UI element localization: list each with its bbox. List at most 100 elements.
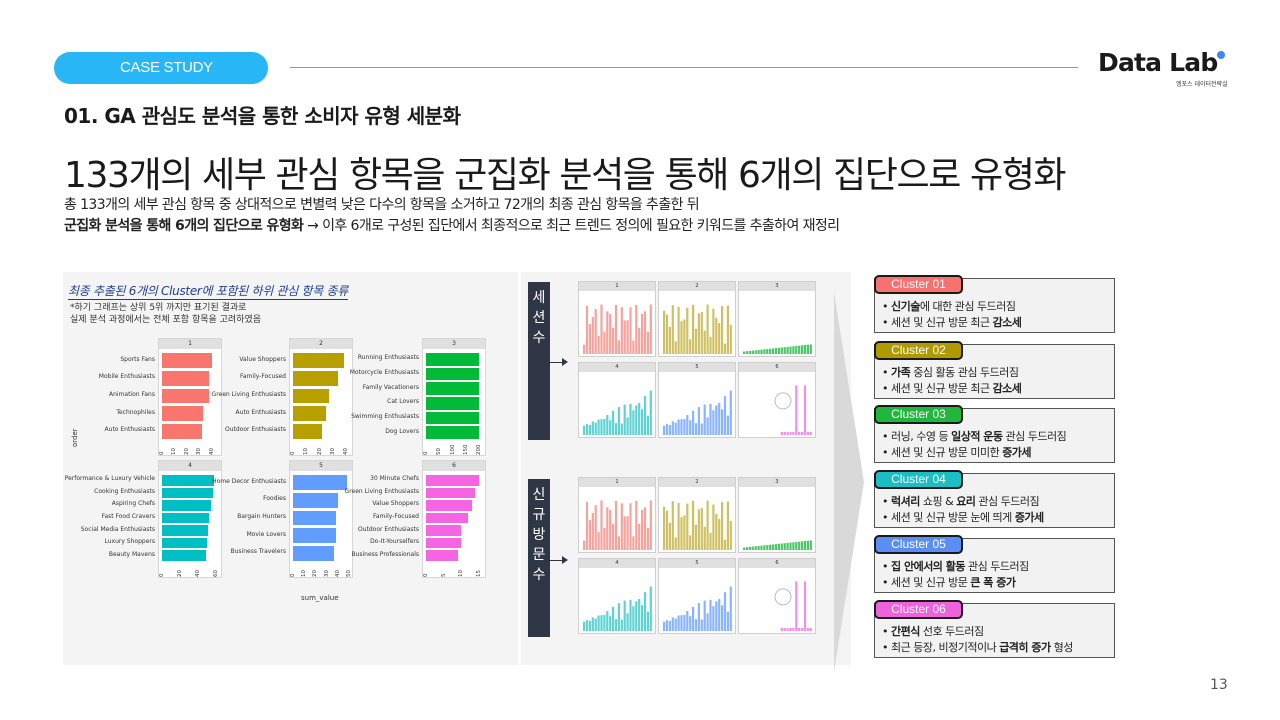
mini-strip-label: 1 [579, 282, 655, 291]
mini-strip-label: 6 [739, 363, 815, 372]
facet-category-label: Bargain Hunters [237, 513, 286, 520]
facet-category-label: Home Decor Enthusiasts [212, 477, 286, 485]
facet-tick-label: 0 [290, 451, 296, 456]
cluster-bullet: • 세션 및 신규 방문 최근 감소세 [882, 382, 1022, 395]
cluster-bullet: • 럭셔리 쇼핑 & 요리 관심 두드러짐 [882, 495, 1040, 508]
cluster-tag: Cluster 03 [874, 405, 963, 424]
facet-bar [426, 426, 480, 439]
mini-bars [663, 304, 732, 354]
facet-tick-label: 20 [183, 448, 190, 455]
cluster-tag: Cluster 01 [874, 275, 963, 294]
facet-category-label: Green Living Enthusiasts [344, 487, 419, 495]
facet-tick-label: 0 [159, 573, 165, 578]
facet-category-label: Animation Fans [108, 391, 155, 398]
new-visitors-arrowhead-icon [562, 556, 568, 564]
facet-tick-label: 10 [458, 570, 464, 577]
facet-category-label: Movie Lovers [246, 530, 286, 538]
facet-category-label: Foodies [263, 495, 286, 503]
facet-bar [162, 512, 209, 524]
facet-category-label: Dog Lovers [385, 427, 419, 435]
facet-category-label: Auto Enthusiasts [235, 408, 286, 416]
facet-tick-label: 40 [208, 448, 215, 455]
facet-tick-label: 30 [330, 448, 336, 455]
facet-bar [426, 550, 458, 562]
facet-category-label: Value Shoppers [372, 500, 419, 508]
mini-bars [743, 344, 812, 354]
facet-tick-label: 30 [323, 570, 330, 577]
facet-category-label: Business Travelers [230, 548, 287, 556]
cluster-bullet: • 세션 및 신규 방문 큰 폭 증가 [882, 576, 1016, 589]
facet-4: 4 0 20 40 60 [158, 460, 222, 578]
facet-category-label: Motorcycle Enthusiasts [349, 369, 419, 376]
cluster-bullet: • 러닝, 수영 등 일상적 운동 관심 두드러짐 [882, 430, 1067, 443]
cluster-tag: Cluster 05 [874, 535, 963, 554]
facet-bar [293, 545, 335, 561]
facet-strip-label: 6 [423, 461, 485, 471]
mini-strip-label: 1 [579, 478, 655, 487]
facet-tick-label: 50 [436, 448, 443, 455]
facet-bar [293, 528, 336, 544]
facet-category-label: Family Vacationers [362, 383, 419, 391]
facet-bar [293, 510, 336, 526]
facet-3: 3 0 50 100 150 200 [422, 338, 486, 456]
facet-category-label: Cat Lovers [387, 398, 419, 406]
mini-bars [583, 586, 652, 631]
mini-strip-label: 2 [659, 478, 735, 487]
left-panel-title: 최종 추출된 6개의 Cluster에 포함된 하위 관심 항목 종류 [68, 284, 349, 300]
mini-strip-label: 2 [659, 282, 735, 291]
note-line-1: *하기 그래프는 상위 5위 까지만 표기된 결과로 [70, 303, 247, 313]
facet-category-label: Swimming Enthusiasts [351, 413, 419, 420]
new-visitors-label: 신규방문 수 [528, 479, 550, 637]
facet-strip-label: 1 [159, 339, 221, 349]
facet-category-label: Green Living Enthusiasts [211, 391, 286, 398]
mini-strip-label: 6 [739, 559, 815, 568]
cluster-bullet: • 세션 및 신규 방문 눈에 띄게 증가세 [882, 511, 1044, 524]
facet-category-label: Aspiring Chefs [111, 500, 155, 508]
facet-tick-label: 10 [303, 448, 310, 455]
description-line-1: 총 133개의 세부 관심 항목 중 상대적으로 변별력 낮은 다수의 항목을 … [64, 197, 700, 213]
datalab-logo: Data Lab 엠포스 데이터전략실 [1098, 48, 1233, 96]
trend-mini-chart: 4 [578, 558, 656, 634]
mini-bars [583, 390, 652, 435]
facet-category-label: Cooking Enthusiasts [94, 487, 155, 495]
facet-tick-label: 60 [213, 570, 220, 577]
facet-bar [162, 406, 204, 422]
facet-category-label: Performance & Luxury Vehicle [64, 475, 155, 483]
facet-tick-label: 30 [196, 448, 203, 455]
facet-category-label: 30 Minute Chefs [370, 475, 419, 483]
facet-tick-label: 0 [423, 573, 429, 578]
facet-bar [426, 411, 480, 425]
facet-bar [293, 353, 344, 369]
trend-mini-chart: 1 [578, 477, 656, 553]
mini-bars [774, 385, 812, 435]
facet-category-label: Do-It-Yourselfers [370, 538, 419, 546]
facet-bar [293, 370, 339, 386]
facet-category-label: Technophiles [116, 408, 155, 416]
facet-tick-label: 20 [177, 570, 184, 577]
mini-strip-label: 3 [739, 478, 815, 487]
facet-tick-label: 10 [301, 570, 308, 577]
left-panel-note: *하기 그래프는 상위 5위 까지만 표기된 결과로 실제 분석 과정에서는 전… [70, 302, 261, 326]
facet-bar [293, 423, 323, 439]
logo-dot-icon [1217, 51, 1225, 59]
description-bold: 군집화 분석을 통해 6개의 집단으로 유형화 [64, 218, 304, 234]
mini-bars [583, 500, 652, 550]
cluster-tag: Cluster 06 [874, 600, 963, 619]
logo-subtext: 엠포스 데이터전략실 [1176, 81, 1228, 88]
page-headline: 133개의 세부 관심 항목을 군집화 분석을 통해 6개의 집단으로 유형화 [64, 155, 1067, 196]
page-number: 13 [1210, 677, 1228, 693]
cluster-bullet: • 세션 및 신규 방문 최근 감소세 [882, 316, 1022, 329]
facet-tick-label: 0 [423, 451, 429, 456]
description-rest: → 이후 6개로 구성된 집단에서 최종적으로 최근 트렌드 정의에 필요한 키… [303, 218, 840, 234]
facet-tick-label: 10 [171, 448, 178, 455]
header-divider [290, 67, 1078, 68]
facet-2: 2 0 10 20 30 40 [289, 338, 353, 456]
trend-mini-chart: 5 [658, 362, 736, 438]
facet-bar [162, 353, 212, 369]
facet-category-label: Running Enthusiasts [357, 354, 419, 362]
cluster-bullet: • 가족 중심 활동 관심 두드러짐 [882, 366, 1019, 379]
facet-bar [293, 492, 338, 508]
mini-bars [774, 581, 812, 631]
facet-bar [426, 367, 480, 381]
mini-strip-label: 3 [739, 282, 815, 291]
